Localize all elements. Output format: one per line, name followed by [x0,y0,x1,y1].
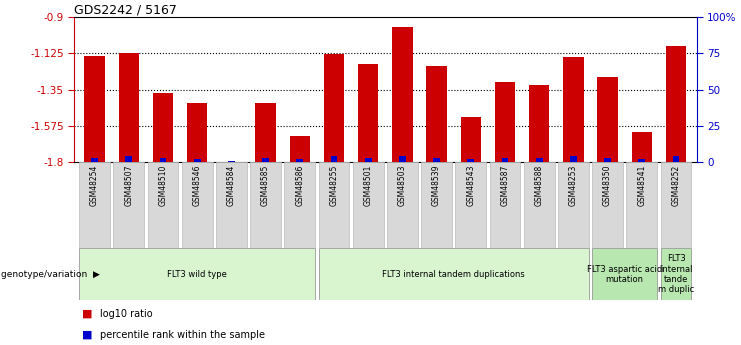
Bar [125,156,132,162]
Bar [592,248,657,300]
Text: log10 ratio: log10 ratio [100,309,153,319]
Bar [324,54,345,162]
Text: ■: ■ [82,309,92,319]
Bar [113,162,144,248]
Bar [570,156,576,162]
Text: GDS2242 / 5167: GDS2242 / 5167 [74,3,177,16]
Bar [182,162,213,248]
Bar [119,53,139,162]
Text: GSM48254: GSM48254 [90,165,99,206]
Bar [330,156,337,162]
Bar [490,162,520,248]
Text: GSM48585: GSM48585 [261,165,270,206]
Bar [558,162,589,248]
Bar [79,162,110,248]
Bar [353,162,384,248]
Bar [319,162,350,248]
Text: GSM48546: GSM48546 [193,165,202,206]
Text: GSM48587: GSM48587 [500,165,510,206]
Bar [228,161,235,162]
Text: ■: ■ [82,330,92,339]
Text: genotype/variation  ▶: genotype/variation ▶ [1,270,100,279]
Bar [147,162,179,248]
Text: GSM48588: GSM48588 [535,165,544,206]
Bar [661,162,691,248]
Bar [250,162,281,248]
Bar [296,159,303,162]
Bar [597,77,618,162]
Text: FLT3
internal
tande
m duplic: FLT3 internal tande m duplic [658,254,694,294]
Bar [358,64,379,162]
Text: GSM48252: GSM48252 [671,165,680,206]
Bar [495,82,515,162]
Bar [524,162,554,248]
Bar [673,156,679,162]
Bar [426,66,447,162]
Text: GSM48253: GSM48253 [569,165,578,206]
Bar [626,162,657,248]
Bar [387,162,418,248]
Text: GSM48350: GSM48350 [603,165,612,206]
Bar [421,162,452,248]
Bar [604,158,611,162]
Bar [91,158,98,162]
Bar [194,159,201,162]
Bar [631,131,652,162]
Bar [665,46,686,162]
Text: GSM48501: GSM48501 [364,165,373,206]
Text: FLT3 aspartic acid
mutation: FLT3 aspartic acid mutation [587,265,662,284]
Bar [187,102,207,162]
Text: GSM48255: GSM48255 [330,165,339,206]
Bar [502,158,508,162]
Bar [256,102,276,162]
Bar [563,58,584,162]
Bar [468,159,474,162]
Text: GSM48503: GSM48503 [398,165,407,206]
Bar [433,158,440,162]
Text: GSM48543: GSM48543 [466,165,475,206]
Bar [456,162,486,248]
Bar [365,158,372,162]
Bar [159,158,167,162]
Bar [592,162,623,248]
Bar [153,93,173,162]
Text: GSM48539: GSM48539 [432,165,441,206]
Bar [399,156,406,162]
Bar [529,85,550,162]
Text: FLT3 internal tandem duplications: FLT3 internal tandem duplications [382,270,525,279]
Bar [639,159,645,162]
Text: GSM48586: GSM48586 [296,165,305,206]
Bar [319,248,589,300]
Bar [262,158,269,162]
Bar [290,136,310,162]
Text: GSM48584: GSM48584 [227,165,236,206]
Bar [461,117,481,162]
Bar [392,27,413,162]
Bar [216,162,247,248]
Bar [536,158,542,162]
Text: GSM48507: GSM48507 [124,165,133,206]
Bar [285,162,315,248]
Bar [661,248,691,300]
Text: FLT3 wild type: FLT3 wild type [167,270,227,279]
Text: percentile rank within the sample: percentile rank within the sample [100,330,265,339]
Bar [79,248,315,300]
Text: GSM48510: GSM48510 [159,165,167,206]
Bar [84,56,105,162]
Text: GSM48541: GSM48541 [637,165,646,206]
